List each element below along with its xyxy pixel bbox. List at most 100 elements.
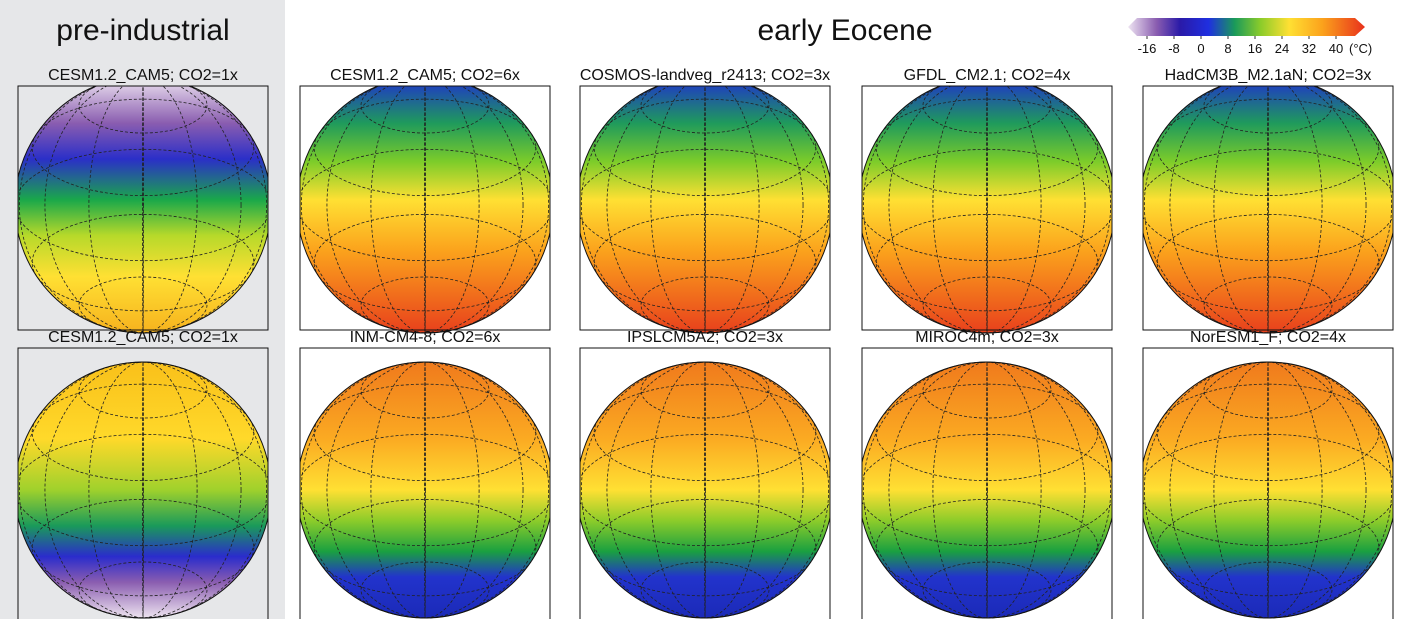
panel-title: MIROC4m; CO2=3x bbox=[915, 329, 1059, 346]
globe-outline bbox=[1143, 361, 1393, 619]
meridian bbox=[1169, 86, 1367, 334]
parallel bbox=[922, 86, 1052, 134]
parallel bbox=[593, 214, 817, 312]
globe bbox=[580, 361, 830, 619]
meridian bbox=[1267, 86, 1269, 334]
panel-frame bbox=[17, 85, 269, 331]
globe bbox=[18, 86, 268, 334]
globe bbox=[18, 361, 268, 619]
globe bbox=[1143, 361, 1393, 619]
meridian bbox=[424, 86, 426, 334]
colorbar-tick-label: 8 bbox=[1224, 41, 1231, 56]
meridian bbox=[606, 86, 804, 334]
globe bbox=[300, 86, 550, 334]
globe-outline bbox=[580, 361, 830, 619]
parallel bbox=[360, 276, 490, 334]
panel-frame bbox=[299, 347, 551, 619]
meridian bbox=[424, 361, 426, 619]
meridian bbox=[142, 361, 144, 619]
panel-frame bbox=[1142, 347, 1394, 619]
meridian bbox=[44, 86, 242, 334]
parallel bbox=[640, 276, 770, 334]
colorbar-tick-label: -16 bbox=[1138, 41, 1157, 56]
parallel bbox=[360, 561, 490, 619]
colorbar-tick-label: 40 bbox=[1329, 41, 1343, 56]
meridian bbox=[888, 86, 1086, 334]
panel-title: CESM1.2_CAM5; CO2=6x bbox=[330, 67, 520, 84]
panel-title: CESM1.2_CAM5; CO2=1x bbox=[48, 329, 238, 346]
colorbar-unit: (°C) bbox=[1349, 41, 1372, 56]
panel-frame bbox=[579, 85, 831, 331]
parallel bbox=[78, 86, 208, 134]
parallel bbox=[640, 361, 770, 419]
parallel bbox=[875, 383, 1099, 481]
globe bbox=[862, 86, 1112, 334]
meridian bbox=[326, 361, 524, 619]
panel-title: COSMOS-landveg_r2413; CO2=3x bbox=[580, 67, 830, 84]
parallel bbox=[922, 561, 1052, 619]
right-title: early Eocene bbox=[757, 14, 932, 47]
meridian bbox=[986, 86, 988, 334]
meridian bbox=[650, 86, 760, 334]
parallel bbox=[875, 98, 1099, 196]
panel-frame bbox=[299, 85, 551, 331]
meridian bbox=[1169, 361, 1367, 619]
panel-title: GFDL_CM2.1; CO2=4x bbox=[904, 67, 1071, 84]
parallel bbox=[31, 214, 255, 312]
meridian bbox=[1213, 86, 1323, 334]
colorbar-tick-label: 24 bbox=[1275, 41, 1289, 56]
parallel bbox=[1203, 361, 1333, 419]
meridian bbox=[606, 361, 804, 619]
parallel bbox=[640, 561, 770, 619]
parallel bbox=[1156, 98, 1380, 196]
parallel bbox=[360, 86, 490, 134]
colorbar-tick-label: 0 bbox=[1197, 41, 1204, 56]
parallel bbox=[922, 276, 1052, 334]
colorbar-tick-label: -8 bbox=[1168, 41, 1180, 56]
colorbar bbox=[1128, 18, 1365, 36]
parallel bbox=[313, 383, 537, 481]
panel-title: NorESM1_F; CO2=4x bbox=[1190, 329, 1346, 346]
parallel bbox=[1156, 214, 1380, 312]
globe bbox=[1143, 86, 1393, 334]
meridian bbox=[44, 361, 242, 619]
meridian bbox=[142, 86, 144, 334]
globe bbox=[862, 361, 1112, 619]
panel-frame bbox=[861, 85, 1113, 331]
meridian bbox=[88, 86, 198, 334]
panel-frame bbox=[579, 347, 831, 619]
globe-outline bbox=[300, 86, 550, 334]
parallel bbox=[360, 361, 490, 419]
parallel bbox=[593, 499, 817, 597]
meridian bbox=[986, 361, 988, 619]
panel-frame bbox=[17, 347, 269, 619]
colorbar-tick-label: 32 bbox=[1302, 41, 1316, 56]
meridian bbox=[326, 86, 524, 334]
parallel bbox=[313, 214, 537, 312]
colorbar-tick-label: 16 bbox=[1248, 41, 1262, 56]
parallel bbox=[313, 98, 537, 196]
parallel bbox=[78, 361, 208, 419]
meridian bbox=[1267, 361, 1269, 619]
parallel bbox=[313, 499, 537, 597]
parallel bbox=[875, 214, 1099, 312]
globe-outline bbox=[1143, 86, 1393, 334]
panel-frame bbox=[861, 347, 1113, 619]
parallel bbox=[922, 361, 1052, 419]
panel-frame bbox=[1142, 85, 1394, 331]
globe bbox=[580, 86, 830, 334]
parallel bbox=[593, 383, 817, 481]
parallel bbox=[875, 499, 1099, 597]
meridian bbox=[704, 361, 706, 619]
parallel bbox=[31, 499, 255, 597]
panel-title: INM-CM4-8; CO2=6x bbox=[350, 329, 501, 346]
globe-outline bbox=[300, 361, 550, 619]
globe-outline bbox=[18, 361, 268, 619]
left-title: pre-industrial bbox=[56, 14, 229, 47]
panel-title: IPSLCM5A2; CO2=3x bbox=[627, 329, 783, 346]
globe bbox=[300, 361, 550, 619]
parallel bbox=[31, 383, 255, 481]
parallel bbox=[1203, 86, 1333, 134]
meridian bbox=[370, 86, 480, 334]
